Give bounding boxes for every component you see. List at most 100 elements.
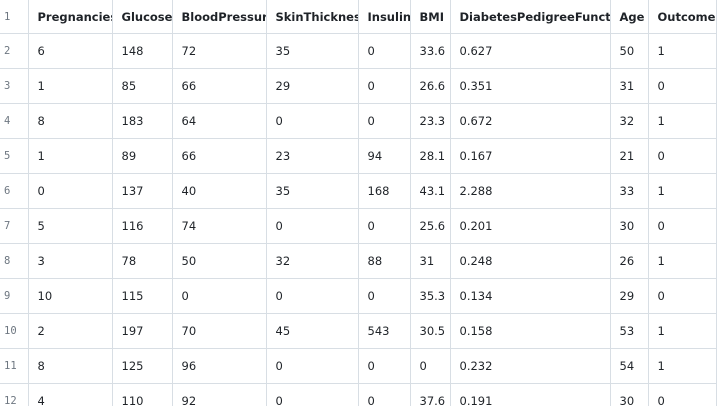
line-number: 12 xyxy=(0,383,29,406)
header-row: 1PregnanciesGlucoseBloodPressureSkinThic… xyxy=(0,0,717,34)
data-cell: 28.1 xyxy=(409,138,451,174)
data-cell: 148 xyxy=(111,33,173,69)
data-cell: 33.6 xyxy=(409,33,451,69)
data-row: 12 4 110 92 0 0 37.6 0.191 30 0 xyxy=(0,383,717,406)
header-cell: BMI xyxy=(409,0,451,34)
data-row: 3 1 85 66 29 0 26.6 0.351 31 0 xyxy=(0,68,717,104)
data-cell: 0 xyxy=(27,173,113,209)
data-cell: 29 xyxy=(609,278,649,314)
data-cell: 66 xyxy=(171,68,267,104)
data-cell: 4 xyxy=(27,383,113,406)
data-cell: 0.627 xyxy=(449,33,611,69)
data-cell: 0 xyxy=(265,383,359,406)
data-cell: 21 xyxy=(609,138,649,174)
line-number: 5 xyxy=(0,138,29,174)
data-row: 7 5 116 74 0 0 25.6 0.201 30 0 xyxy=(0,208,717,244)
data-cell: 92 xyxy=(171,383,267,406)
data-cell: 50 xyxy=(171,243,267,279)
header-cell: DiabetesPedigreeFunction xyxy=(449,0,611,34)
data-cell: 0.201 xyxy=(449,208,611,244)
data-cell: 0 xyxy=(265,208,359,244)
data-cell: 85 xyxy=(111,68,173,104)
data-cell: 0 xyxy=(357,103,411,139)
data-cell: 0 xyxy=(265,348,359,384)
data-cell: 64 xyxy=(171,103,267,139)
header-cell: Outcome xyxy=(647,0,717,34)
data-cell: 96 xyxy=(171,348,267,384)
data-cell: 0 xyxy=(647,138,717,174)
data-cell: 50 xyxy=(609,33,649,69)
data-cell: 2.288 xyxy=(449,173,611,209)
data-cell: 0 xyxy=(171,278,267,314)
data-cell: 1 xyxy=(27,138,113,174)
header-cell: Pregnancies xyxy=(27,0,113,34)
data-cell: 0.232 xyxy=(449,348,611,384)
data-cell: 1 xyxy=(647,348,717,384)
data-cell: 74 xyxy=(171,208,267,244)
data-cell: 543 xyxy=(357,313,411,349)
data-cell: 43.1 xyxy=(409,173,451,209)
data-cell: 0 xyxy=(265,278,359,314)
data-cell: 8 xyxy=(27,348,113,384)
data-cell: 10 xyxy=(27,278,113,314)
header-cell: SkinThickness xyxy=(265,0,359,34)
data-cell: 116 xyxy=(111,208,173,244)
data-cell: 23 xyxy=(265,138,359,174)
data-cell: 110 xyxy=(111,383,173,406)
data-cell: 30 xyxy=(609,208,649,244)
data-cell: 0.248 xyxy=(449,243,611,279)
data-cell: 32 xyxy=(609,103,649,139)
data-cell: 37.6 xyxy=(409,383,451,406)
data-cell: 3 xyxy=(27,243,113,279)
data-cell: 0 xyxy=(409,348,451,384)
data-cell: 78 xyxy=(111,243,173,279)
data-cell: 70 xyxy=(171,313,267,349)
data-cell: 115 xyxy=(111,278,173,314)
data-cell: 25.6 xyxy=(409,208,451,244)
data-cell: 72 xyxy=(171,33,267,69)
data-cell: 45 xyxy=(265,313,359,349)
data-cell: 40 xyxy=(171,173,267,209)
data-cell: 0.351 xyxy=(449,68,611,104)
data-cell: 30.5 xyxy=(409,313,451,349)
data-cell: 0 xyxy=(647,68,717,104)
data-cell: 30 xyxy=(609,383,649,406)
data-cell: 0.672 xyxy=(449,103,611,139)
line-number: 4 xyxy=(0,103,29,139)
data-row: 6 0 137 40 35 168 43.1 2.288 33 1 xyxy=(0,173,717,209)
data-cell: 89 xyxy=(111,138,173,174)
data-cell: 35 xyxy=(265,173,359,209)
data-cell: 0.167 xyxy=(449,138,611,174)
header-cell: Age xyxy=(609,0,649,34)
data-cell: 53 xyxy=(609,313,649,349)
data-cell: 0 xyxy=(357,68,411,104)
data-cell: 0 xyxy=(357,348,411,384)
data-cell: 0 xyxy=(647,383,717,406)
data-cell: 1 xyxy=(647,173,717,209)
header-cell: BloodPressure xyxy=(171,0,267,34)
data-cell: 0.158 xyxy=(449,313,611,349)
data-cell: 1 xyxy=(647,243,717,279)
data-cell: 125 xyxy=(111,348,173,384)
data-cell: 0 xyxy=(357,33,411,69)
data-row: 2 6 148 72 35 0 33.6 0.627 50 1 xyxy=(0,33,717,69)
data-cell: 33 xyxy=(609,173,649,209)
line-number: 6 xyxy=(0,173,29,209)
line-number: 11 xyxy=(0,348,29,384)
data-cell: 0 xyxy=(357,383,411,406)
line-number: 8 xyxy=(0,243,29,279)
line-number: 2 xyxy=(0,33,29,69)
data-cell: 5 xyxy=(27,208,113,244)
data-cell: 168 xyxy=(357,173,411,209)
data-cell: 26.6 xyxy=(409,68,451,104)
data-cell: 0.191 xyxy=(449,383,611,406)
data-cell: 23.3 xyxy=(409,103,451,139)
data-cell: 35 xyxy=(265,33,359,69)
header-cell: Glucose xyxy=(111,0,173,34)
data-row: 8 3 78 50 32 88 31 0.248 26 1 xyxy=(0,243,717,279)
data-row: 4 8 183 64 0 0 23.3 0.672 32 1 xyxy=(0,103,717,139)
data-cell: 0 xyxy=(647,278,717,314)
data-cell: 31 xyxy=(609,68,649,104)
